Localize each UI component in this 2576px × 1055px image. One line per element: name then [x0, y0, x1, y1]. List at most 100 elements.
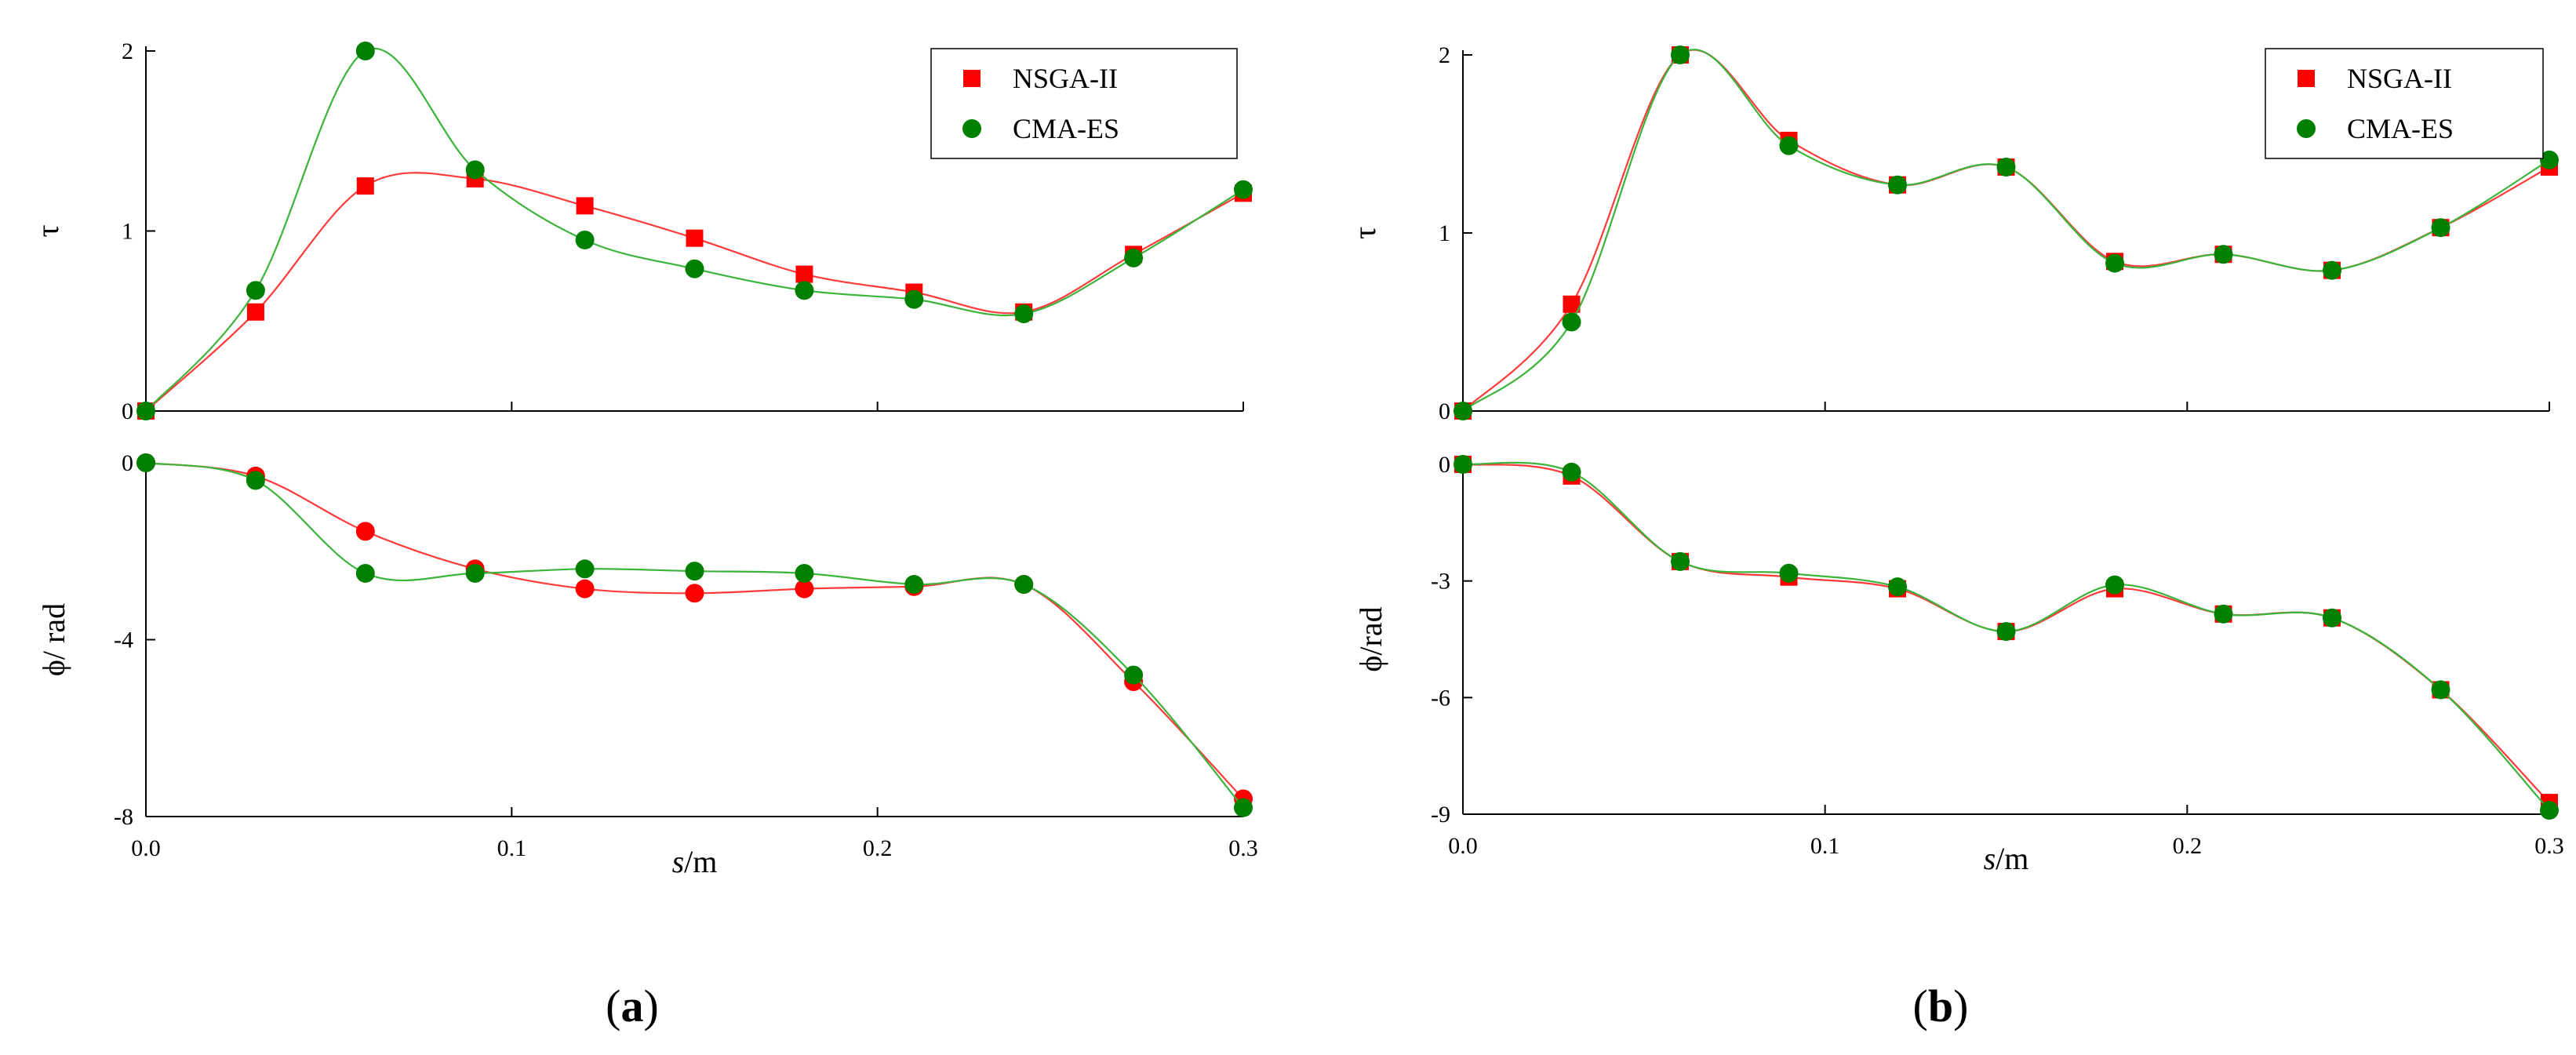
legend-label: NSGA-II [1013, 63, 1118, 94]
data-point-cmaes [2431, 680, 2450, 700]
subplot-a-phi: 0 -4 -8 ϕ/ rad [36, 450, 1253, 830]
data-point-cmaes [355, 563, 375, 583]
x-axis-label: s/m [672, 844, 718, 879]
data-point-cmaes [355, 42, 375, 60]
subplot-b-phi: 0 -3 -6 -9 ϕ/rad [1353, 452, 2559, 828]
data-point-cmaes [246, 471, 265, 490]
data-point-cmaes [1779, 563, 1799, 583]
x-tick-label: 0.2 [863, 835, 893, 861]
data-point-cmaes [1888, 577, 1907, 597]
data-point-cmaes [1454, 402, 1472, 420]
data-point-cmaes [1234, 798, 1253, 817]
x-tick-label: 0.0 [1448, 833, 1478, 859]
data-point-cmaes [904, 575, 924, 595]
x-tick-label: 0.1 [497, 835, 527, 861]
x-tick-label: 0.3 [1228, 835, 1258, 861]
data-point-cmaes [136, 402, 155, 420]
y-tick-label: -9 [1431, 802, 1450, 828]
caption-paren-close: ) [1953, 980, 1968, 1031]
x-axis-label-unit: /m [1996, 841, 2028, 876]
legend-label: CMA-ES [1013, 113, 1119, 144]
y-axis-label: τ [30, 224, 65, 237]
chart-panel-a: 0 1 2 τ 0 -4 -8 ϕ/ rad 0.0 0.1 0.2 0.3 s/m NSGA-II CMA… [30, 38, 1258, 1031]
legend: NSGA-II CMA-ES [2265, 48, 2544, 159]
x-tick-label: 0.3 [2534, 833, 2564, 859]
data-point-nsga2 [686, 229, 704, 247]
series-line-cmaes [145, 48, 1244, 412]
x-axis-label-unit: /m [684, 844, 717, 879]
y-tick-label: 2 [1439, 42, 1450, 68]
data-point-cmaes [685, 259, 704, 278]
series-cmaes [1454, 455, 2559, 820]
data-point-cmaes [1454, 455, 1472, 474]
x-tick-label: 0.2 [2173, 833, 2203, 859]
series-line-cmaes [145, 461, 1244, 809]
y-tick-label: 0 [122, 398, 133, 424]
y-tick-label: 2 [122, 38, 133, 64]
subplot-a-tau: 0 1 2 τ [30, 38, 1253, 424]
series-cmaes [1454, 45, 2559, 420]
series-line-cmaes [1462, 48, 2550, 412]
x-axis-label-symbol: s [1984, 841, 1996, 876]
legend-marker-cmaes [2297, 119, 2316, 138]
series-nsga2 [136, 453, 1253, 809]
data-point-cmaes [136, 453, 155, 472]
data-point-cmaes [2323, 260, 2341, 280]
data-point-cmaes [1014, 575, 1034, 595]
data-point-cmaes [2214, 245, 2233, 264]
chart-panel-b: 0 1 2 τ 0 -3 -6 -9 ϕ/rad 0.0 0.1 0.2 0.3 s/m NSGA-II CM… [1347, 42, 2564, 1031]
caption-letter: b [1928, 980, 1953, 1031]
data-point-cmaes [1779, 136, 1799, 155]
y-tick-label: 0 [1439, 452, 1450, 478]
y-tick-label: 0 [122, 450, 133, 476]
y-tick-label: -6 [1431, 685, 1450, 711]
data-point-cmaes [2431, 218, 2450, 238]
y-tick-label: 0 [1439, 398, 1450, 424]
data-point-cmaes [1124, 665, 1144, 685]
panel-caption: (b) [1913, 980, 1969, 1031]
data-point-nsga2 [1563, 295, 1581, 313]
legend-box [930, 48, 1238, 159]
caption-paren-open: ( [1913, 980, 1928, 1031]
data-point-cmaes [465, 563, 485, 583]
data-point-cmaes [1014, 304, 1034, 324]
data-point-nsga2 [355, 522, 375, 541]
legend-label: NSGA-II [2347, 63, 2452, 94]
caption-paren-close: ) [644, 980, 659, 1031]
data-point-nsga2 [246, 303, 264, 321]
data-point-cmaes [1888, 175, 1907, 195]
data-point-cmaes [795, 563, 814, 583]
data-point-cmaes [1671, 551, 1690, 571]
data-point-cmaes [1234, 180, 1253, 199]
data-point-nsga2 [685, 584, 704, 603]
data-point-cmaes [575, 559, 595, 579]
data-point-nsga2 [356, 177, 374, 195]
series-cmaes [136, 453, 1253, 817]
y-tick-label: 1 [1439, 220, 1450, 246]
data-point-nsga2 [795, 265, 813, 283]
data-point-cmaes [2323, 608, 2341, 628]
series-cmaes [136, 42, 1253, 420]
data-point-cmaes [2105, 253, 2124, 273]
y-axis-label: τ [1347, 227, 1382, 239]
data-point-cmaes [1562, 312, 1581, 332]
x-tick-label: 0.1 [1810, 833, 1840, 859]
data-point-cmaes [685, 562, 704, 581]
panel-caption: (a) [606, 980, 659, 1031]
data-point-cmaes [246, 281, 265, 300]
data-point-cmaes [575, 230, 595, 249]
series-nsga2 [137, 169, 1252, 420]
legend-box [2265, 48, 2544, 159]
data-point-cmaes [1996, 158, 2016, 177]
x-tick-label: 0.0 [131, 835, 161, 861]
y-tick-label: 1 [122, 219, 133, 245]
data-point-nsga2 [575, 579, 595, 598]
y-tick-label: -3 [1431, 569, 1450, 595]
data-point-cmaes [2214, 604, 2233, 624]
data-point-nsga2 [795, 579, 814, 598]
y-tick-label: -4 [114, 628, 133, 653]
series-line-nsga2 [145, 461, 1244, 800]
x-axis-label-symbol: s [672, 844, 685, 879]
legend: NSGA-II CMA-ES [930, 48, 1238, 159]
